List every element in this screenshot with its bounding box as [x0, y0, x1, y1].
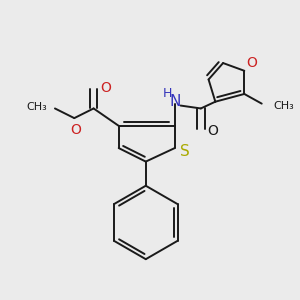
- Text: O: O: [100, 81, 111, 95]
- Text: CH₃: CH₃: [273, 100, 294, 111]
- Text: S: S: [179, 144, 189, 159]
- Text: CH₃: CH₃: [26, 101, 47, 112]
- Text: O: O: [70, 123, 81, 137]
- Text: O: O: [247, 56, 257, 70]
- Text: H: H: [162, 88, 172, 100]
- Text: O: O: [207, 124, 218, 138]
- Text: N: N: [169, 94, 180, 109]
